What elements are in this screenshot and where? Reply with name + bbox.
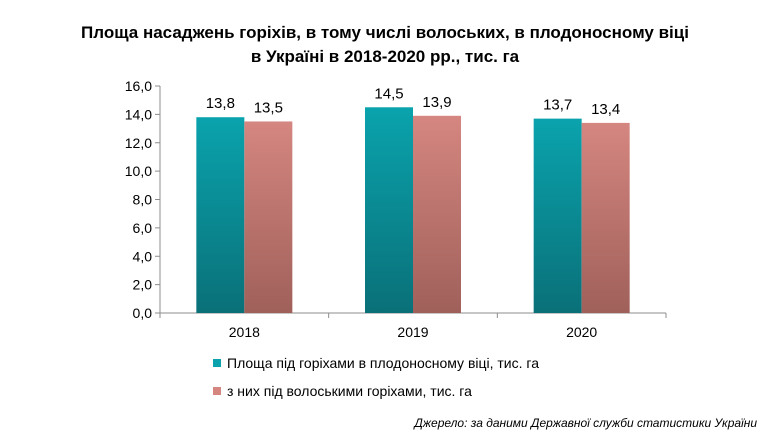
chart-title-line-1: Площа насаджень горіхів, в тому числі во…: [81, 23, 689, 42]
x-tick-label-2018: 2018: [229, 324, 260, 340]
y-tick-label: 10,0: [125, 163, 152, 179]
y-tick-label: 8,0: [133, 192, 153, 208]
y-tick-label: 4,0: [133, 248, 153, 264]
x-tick-label-2019: 2019: [397, 324, 428, 340]
chart-title-line-2: в Україні в 2018-2020 рр., тис. га: [251, 47, 520, 66]
bars: [196, 107, 630, 314]
y-tick-label: 16,0: [125, 78, 152, 94]
x-tick-label-2020: 2020: [566, 324, 597, 340]
y-tick-label: 0,0: [133, 305, 153, 321]
legend-label-series-2: з них під волоськими горіхами, тис. га: [227, 383, 472, 399]
data-label-2020-series-1: 13,7: [543, 97, 572, 114]
data-label-2019-series-2: 13,9: [422, 94, 451, 111]
legend-label-series-1: Площа під горіхами в плодоносному віці, …: [227, 355, 539, 371]
bar-2018-series-1: [196, 117, 245, 314]
tick-labels: 0,0 2,0 4,0 6,0 8,0 10,0 12,0 14,0 16,0 2018 2019 2…: [125, 78, 598, 340]
legend-swatch-series-1: [213, 359, 221, 367]
bar-2019-series-2: [413, 115, 461, 313]
data-label-2018-series-2: 13,5: [254, 99, 283, 116]
data-label-2019-series-1: 14,5: [374, 85, 403, 102]
bar-2020-series-2: [581, 122, 630, 313]
bar-2020-series-1: [533, 118, 582, 313]
y-tick-label: 14,0: [125, 106, 152, 122]
data-label-2020-series-2: 13,4: [591, 101, 620, 118]
legend-swatch-series-2: [213, 387, 221, 395]
data-label-2018-series-1: 13,8: [206, 95, 235, 112]
y-tick-label: 12,0: [125, 135, 152, 151]
source-note: Джерело: за даними Державної служби стат…: [412, 416, 757, 430]
bar-2019-series-1: [365, 107, 413, 313]
y-tick-label: 6,0: [133, 220, 153, 236]
bar-2018-series-2: [244, 121, 293, 313]
legend: Площа під горіхами в плодоносному віці, …: [213, 355, 539, 399]
y-tick-label: 2,0: [133, 277, 153, 293]
data-labels: 13,8 13,5 14,5 13,9 13,7 13,4: [206, 85, 621, 118]
